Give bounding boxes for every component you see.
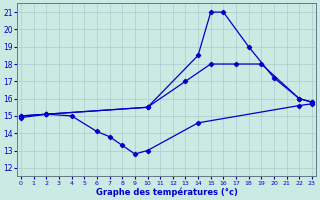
X-axis label: Graphe des températures (°c): Graphe des températures (°c) [96,187,237,197]
